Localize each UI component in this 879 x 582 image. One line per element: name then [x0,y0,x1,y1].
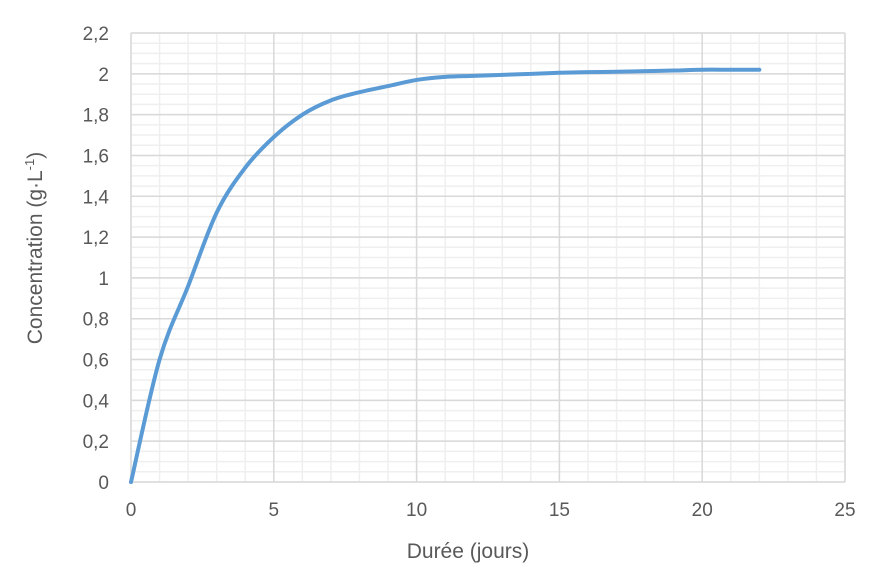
y-tick-label: 0,2 [83,432,109,453]
y-axis-label: Concentration (g·L-1) [22,152,47,345]
x-tick-label: 0 [126,500,137,521]
series-line [129,67,762,484]
x-tick-label: 15 [549,500,570,521]
x-tick-label: 20 [692,500,713,521]
y-tick-label: 0,4 [83,391,110,412]
y-tick-label: 0 [98,473,109,494]
y-tick-label: 1,8 [83,106,109,127]
grid [130,32,846,483]
series-layer [129,67,762,484]
x-axis-label: Durée (jours) [407,540,530,563]
y-tick-label: 2 [98,65,109,86]
y-tick-label: 2,2 [83,24,109,45]
y-tick-label: 1,6 [83,146,109,167]
y-tick-label: 1,2 [83,228,109,249]
y-tick-label: 0,6 [83,351,109,372]
x-tick-label: 10 [406,500,427,521]
y-tick-label: 1 [98,269,109,290]
x-tick-label: 25 [834,500,855,521]
tick-labels: 0 0,2 0,4 0,6 0,8 1 1,2 1,4 1,6 1,8 2 2,2 0 5 10 15 20 25 [83,24,856,521]
y-tick-label: 0,8 [83,310,109,331]
x-tick-label: 5 [269,500,280,521]
y-tick-label: 1,4 [83,187,110,208]
